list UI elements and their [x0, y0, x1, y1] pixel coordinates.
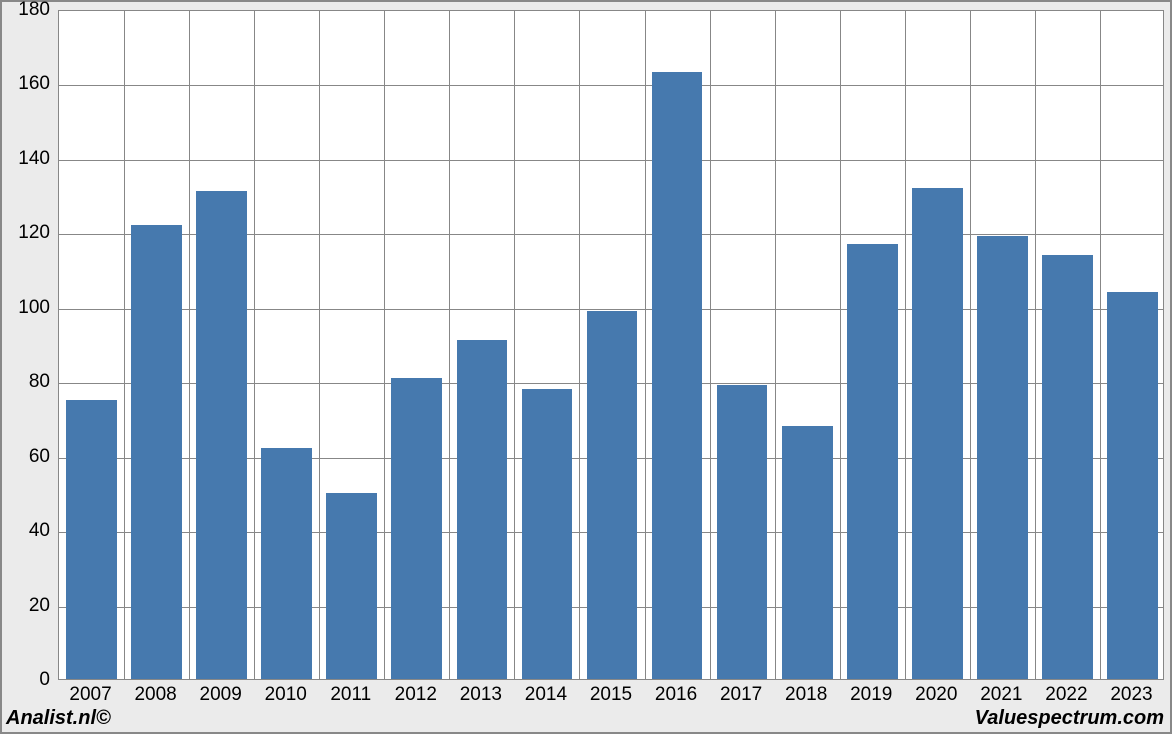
plot-area — [58, 10, 1164, 680]
x-tick-label: 2019 — [850, 684, 892, 706]
gridline-vertical — [124, 11, 125, 679]
x-tick-label: 2012 — [395, 684, 437, 706]
bar — [1107, 292, 1158, 679]
gridline-vertical — [645, 11, 646, 679]
bar — [522, 389, 573, 679]
x-tick-label: 2014 — [525, 684, 567, 706]
x-tick-label: 2016 — [655, 684, 697, 706]
x-tick-label: 2017 — [720, 684, 762, 706]
y-tick-label: 80 — [2, 371, 50, 393]
y-tick-label: 100 — [2, 297, 50, 319]
bar — [326, 493, 377, 679]
gridline-vertical — [840, 11, 841, 679]
gridline-vertical — [775, 11, 776, 679]
bar — [131, 225, 182, 679]
gridline-vertical — [319, 11, 320, 679]
gridline-vertical — [905, 11, 906, 679]
bar — [652, 72, 703, 679]
x-tick-label: 2022 — [1045, 684, 1087, 706]
bar — [66, 400, 117, 679]
x-tick-label: 2020 — [915, 684, 957, 706]
bar — [196, 191, 247, 679]
x-tick-label: 2008 — [134, 684, 176, 706]
y-tick-label: 20 — [2, 595, 50, 617]
x-tick-label: 2023 — [1110, 684, 1152, 706]
x-tick-label: 2021 — [980, 684, 1022, 706]
footer-right-attribution: Valuespectrum.com — [975, 707, 1164, 730]
bar — [977, 236, 1028, 679]
x-tick-label: 2010 — [265, 684, 307, 706]
gridline-vertical — [579, 11, 580, 679]
y-tick-label: 160 — [2, 73, 50, 95]
x-tick-label: 2018 — [785, 684, 827, 706]
bar — [457, 340, 508, 679]
gridline-vertical — [514, 11, 515, 679]
x-tick-label: 2009 — [200, 684, 242, 706]
bar — [912, 188, 963, 679]
gridline-vertical — [1035, 11, 1036, 679]
bar — [261, 448, 312, 679]
bar — [1042, 255, 1093, 679]
x-tick-label: 2015 — [590, 684, 632, 706]
x-tick-label: 2007 — [69, 684, 111, 706]
x-tick-label: 2013 — [460, 684, 502, 706]
gridline-vertical — [189, 11, 190, 679]
gridline-vertical — [449, 11, 450, 679]
bar — [587, 311, 638, 680]
y-tick-label: 120 — [2, 222, 50, 244]
gridline-vertical — [384, 11, 385, 679]
y-tick-label: 60 — [2, 446, 50, 468]
bar — [782, 426, 833, 679]
gridline-horizontal — [59, 160, 1163, 161]
y-tick-label: 0 — [2, 669, 50, 691]
gridline-vertical — [1100, 11, 1101, 679]
gridline-vertical — [254, 11, 255, 679]
y-tick-label: 40 — [2, 520, 50, 542]
gridline-vertical — [710, 11, 711, 679]
gridline-vertical — [970, 11, 971, 679]
chart-container: 0 20 40 60 80 100 120 140 160 180 2007 2008 2009 201… — [0, 0, 1172, 734]
gridline-horizontal — [59, 85, 1163, 86]
y-tick-label: 180 — [2, 0, 50, 21]
x-tick-label: 2011 — [330, 684, 371, 706]
bar — [391, 378, 442, 680]
y-tick-label: 140 — [2, 148, 50, 170]
bar — [847, 244, 898, 680]
footer-left-attribution: Analist.nl© — [6, 707, 111, 730]
bar — [717, 385, 768, 679]
